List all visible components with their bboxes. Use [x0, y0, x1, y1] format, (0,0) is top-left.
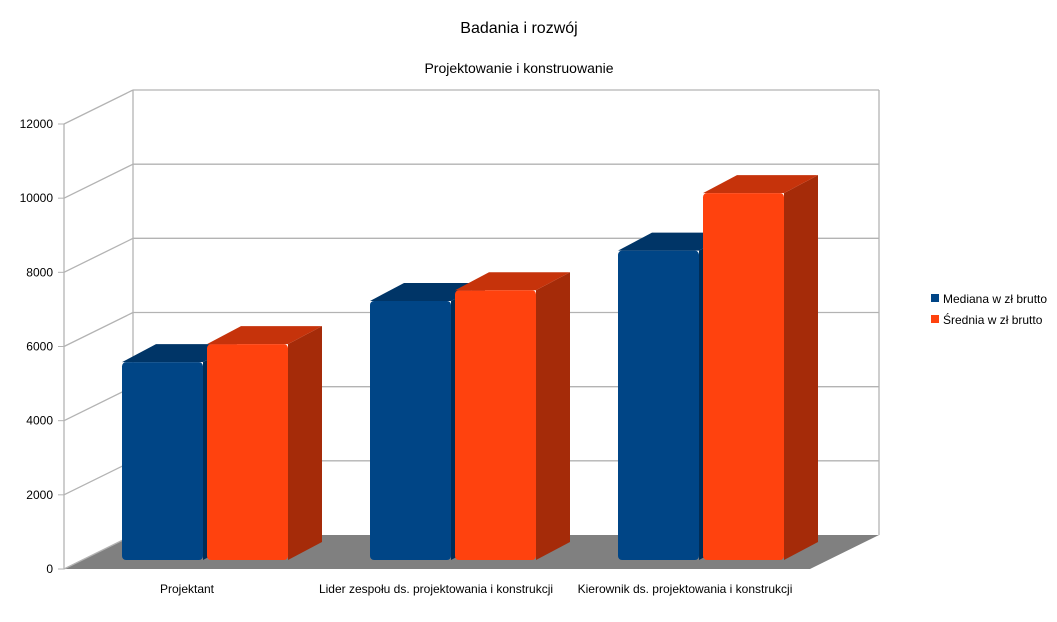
y-tick-label: 0	[46, 562, 53, 576]
x-axis-tick-labels: Projektant Lider zespołu ds. projektowani…	[160, 582, 792, 596]
bar-front	[122, 362, 203, 560]
y-tick-label: 6000	[26, 340, 53, 354]
y-tick-label: 4000	[26, 414, 53, 428]
x-tick-label: Kierownik ds. projektowania i konstrukcj…	[578, 582, 793, 596]
gridline-side	[63, 89, 134, 125]
y-tick-label: 10000	[20, 191, 54, 205]
x-tick-label: Projektant	[160, 582, 215, 596]
gridline-side	[63, 237, 134, 273]
bar-front	[618, 250, 699, 561]
bar-side	[536, 272, 570, 560]
bar-side	[288, 326, 322, 560]
bar-top	[703, 175, 818, 194]
y-tick-label: 2000	[26, 488, 53, 502]
bar	[703, 175, 818, 560]
y-tick-label: 8000	[26, 265, 53, 279]
bar-top	[207, 326, 322, 345]
legend-swatch	[931, 315, 939, 323]
gridline-side	[63, 460, 134, 496]
gridline-side	[63, 163, 134, 199]
x-tick-label: Lider zespołu ds. projektowania i konstr…	[319, 582, 553, 596]
bar-front	[207, 344, 288, 560]
bar-front	[703, 193, 784, 560]
bar-side	[784, 175, 818, 560]
gridline-side	[63, 386, 134, 422]
legend: Mediana w zł brutto Średnia w zł brutto	[931, 292, 1047, 327]
legend-label: Mediana w zł brutto	[943, 292, 1047, 306]
bar	[455, 272, 570, 560]
gridline-side	[63, 311, 134, 348]
y-axis-tick-labels: 0 2000 4000 6000 8000 10000 12000	[20, 117, 54, 576]
legend-swatch	[931, 294, 939, 302]
gridline-side	[63, 534, 134, 570]
legend-label: Średnia w zł brutto	[943, 312, 1043, 327]
chart-subtitle: Projektowanie i konstruowanie	[424, 60, 613, 76]
bar-front	[455, 290, 536, 560]
y-tick-label: 12000	[20, 117, 54, 131]
bar	[207, 326, 322, 560]
chart-title: Badania i rozwój	[460, 20, 577, 37]
bar-top	[455, 272, 570, 291]
chart-bars	[122, 175, 818, 561]
bar-front	[370, 301, 451, 560]
